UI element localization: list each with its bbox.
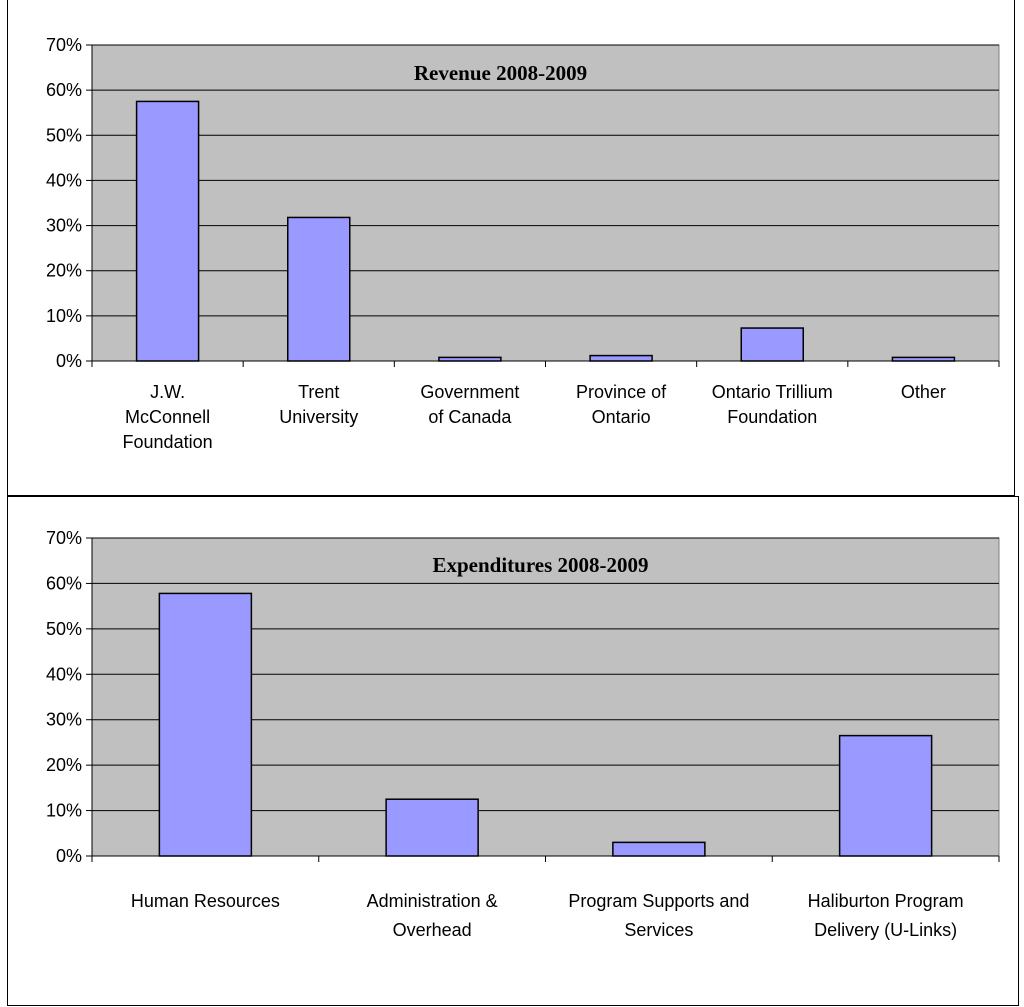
revenue-category-label: Province of	[576, 382, 667, 402]
revenue-y-tick-label: 50%	[46, 125, 82, 145]
revenue-bar	[438, 356, 502, 362]
expenditures-chart-title: Expenditures 2008-2009	[432, 553, 648, 577]
revenue-category-label: Foundation	[727, 407, 817, 427]
revenue-plot-area	[91, 44, 1000, 362]
revenue-category-label: of Canada	[428, 407, 512, 427]
expenditures-category-label: Services	[624, 920, 693, 940]
revenue-y-tick-label: 0%	[56, 351, 82, 371]
expenditures-y-tick-label: 40%	[46, 664, 82, 684]
expenditures-bar	[158, 592, 253, 857]
revenue-y-tick-label: 40%	[46, 170, 82, 190]
revenue-category-label: University	[279, 407, 358, 427]
revenue-bar	[740, 327, 804, 362]
revenue-chart-title: Revenue 2008-2009	[414, 61, 587, 85]
revenue-y-tick-label: 70%	[46, 35, 82, 55]
expenditures-y-tick-label: 10%	[46, 801, 82, 821]
expenditures-category-label: Human Resources	[131, 891, 280, 911]
revenue-category-label: Trent	[298, 382, 339, 402]
expenditures-y-tick-label: 20%	[46, 755, 82, 775]
revenue-category-label: Other	[901, 382, 946, 402]
revenue-bar	[589, 354, 653, 362]
revenue-category-label: McConnell	[125, 407, 210, 427]
expenditures-y-tick-label: 0%	[56, 846, 82, 866]
revenue-y-tick-label: 10%	[46, 306, 82, 326]
revenue-category-label: Ontario Trillium	[712, 382, 833, 402]
expenditures-y-tick-label: 30%	[46, 710, 82, 730]
expenditures-category-label: Haliburton Program	[808, 891, 964, 911]
expenditures-category-label: Program Supports and	[568, 891, 749, 911]
revenue-category-label: Government	[420, 382, 519, 402]
revenue-y-tick-label: 60%	[46, 80, 82, 100]
expenditures-bar	[838, 734, 933, 857]
expenditures-y-tick-label: 70%	[46, 528, 82, 548]
expenditures-bar	[612, 841, 706, 857]
revenue-category-label: J.W.	[150, 382, 185, 402]
expenditures-y-tick-label: 50%	[46, 619, 82, 639]
expenditures-bar	[385, 798, 479, 857]
expenditures-y-tick-label: 60%	[46, 573, 82, 593]
revenue-bar	[287, 216, 351, 362]
revenue-y-tick-label: 30%	[46, 216, 82, 236]
revenue-bar	[135, 100, 200, 362]
revenue-category-label: Ontario	[592, 407, 651, 427]
expenditures-category-label: Overhead	[393, 920, 472, 940]
expenditures-chart-svg: 0% 10% 20% 30% 40% 50% 60% 70% Human Resources Ad…	[46, 528, 1000, 940]
revenue-category-label: Foundation	[123, 432, 213, 452]
revenue-chart: 0% 10% 20% 30% 40% 50% 60% 70% J.W. McConnell Foun…	[7, 0, 1015, 496]
expenditures-category-label: Administration &	[367, 891, 498, 911]
revenue-chart-svg: 0% 10% 20% 30% 40% 50% 60% 70% J.W. McConnell Foun…	[46, 35, 1000, 452]
revenue-bar	[891, 356, 956, 362]
revenue-y-tick-label: 20%	[46, 261, 82, 281]
expenditures-chart: 0% 10% 20% 30% 40% 50% 60% 70% Human Resources Ad…	[7, 496, 1019, 1006]
expenditures-category-label: Delivery (U-Links)	[814, 920, 957, 940]
